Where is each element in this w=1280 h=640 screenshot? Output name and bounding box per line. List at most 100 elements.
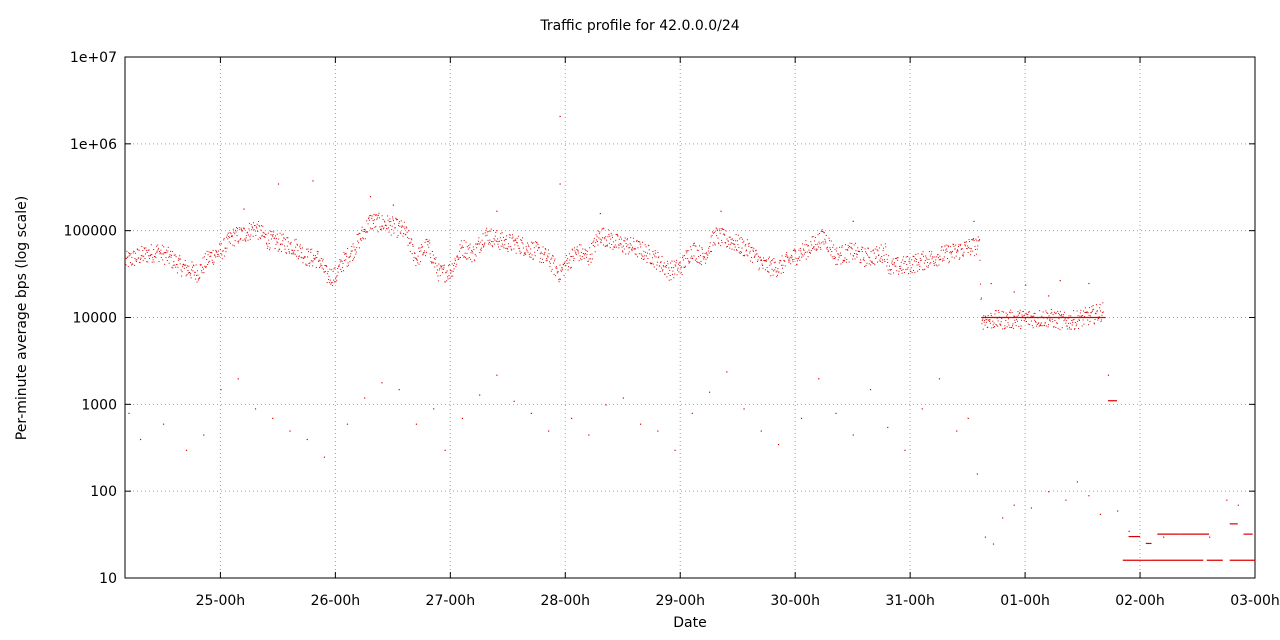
data-point [360, 238, 362, 240]
data-point [875, 256, 877, 258]
data-point [786, 252, 788, 254]
data-point [531, 254, 533, 256]
data-point [205, 267, 207, 269]
data-point [1058, 318, 1060, 320]
data-point [358, 232, 360, 234]
data-point [565, 265, 567, 267]
data-point [1059, 311, 1061, 313]
y-tick-label: 1000 [81, 397, 117, 413]
data-point [275, 238, 277, 240]
data-point [189, 274, 191, 276]
data-point [759, 257, 761, 259]
data-point [206, 250, 208, 252]
data-point [221, 254, 223, 256]
data-point [588, 264, 590, 266]
data-point [585, 256, 587, 258]
data-point [172, 264, 174, 266]
data-point [135, 261, 137, 263]
data-point [1025, 312, 1027, 314]
data-point [604, 238, 606, 240]
data-point [685, 250, 687, 252]
data-point [761, 259, 763, 261]
data-point [469, 243, 471, 245]
data-point [191, 261, 193, 263]
data-point [475, 255, 477, 257]
data-point [478, 243, 480, 245]
data-point [702, 255, 704, 257]
data-point [968, 241, 970, 243]
data-point [840, 254, 842, 256]
data-point [684, 265, 686, 267]
data-point [466, 246, 468, 248]
data-point [232, 244, 234, 246]
data-point [486, 227, 488, 229]
data-point [238, 227, 240, 229]
data-point [586, 250, 588, 252]
data-point [427, 244, 429, 246]
data-point [756, 253, 758, 255]
data-point [837, 253, 839, 255]
data-point [483, 243, 485, 245]
data-point [529, 256, 531, 258]
data-point [726, 238, 728, 240]
data-point [530, 256, 532, 258]
data-point [326, 282, 328, 284]
data-point [246, 235, 248, 237]
data-point [531, 241, 533, 243]
data-point [125, 257, 127, 259]
low-point [496, 374, 498, 376]
data-point [1031, 325, 1033, 327]
data-point [359, 238, 361, 240]
data-point [714, 244, 716, 246]
data-point [660, 261, 662, 263]
data-point [184, 259, 186, 261]
data-point [340, 268, 342, 270]
data-point [372, 219, 374, 221]
data-point [876, 249, 878, 251]
data-point [255, 234, 257, 236]
data-point [773, 262, 775, 264]
data-point [143, 247, 145, 249]
data-point [922, 251, 924, 253]
data-point [329, 279, 331, 281]
data-point [817, 234, 819, 236]
data-point [694, 245, 696, 247]
data-point [696, 261, 698, 263]
data-point [1051, 311, 1053, 313]
data-point [202, 257, 204, 259]
data-point [831, 250, 833, 252]
data-point [547, 256, 549, 258]
data-point [784, 260, 786, 262]
data-point [969, 247, 971, 249]
data-point [1073, 310, 1075, 312]
data-point [300, 248, 302, 250]
data-point [833, 255, 835, 257]
data-point [177, 259, 179, 261]
data-point [492, 246, 494, 248]
data-point [324, 265, 326, 267]
data-point [497, 238, 499, 240]
data-point [531, 242, 533, 244]
data-point [1077, 320, 1079, 322]
data-point [932, 260, 934, 262]
data-point [777, 268, 779, 270]
data-point [341, 260, 343, 262]
data-point [660, 262, 662, 264]
data-point [696, 249, 698, 251]
data-point [429, 253, 431, 255]
data-point [859, 262, 861, 264]
data-point [751, 261, 753, 263]
data-point [392, 216, 394, 218]
data-point [279, 248, 281, 250]
data-point [428, 246, 430, 248]
data-point [595, 242, 597, 244]
data-point [609, 235, 611, 237]
data-point [728, 243, 730, 245]
data-point [1012, 323, 1014, 325]
data-point [470, 252, 472, 254]
data-point [524, 252, 526, 254]
data-point [305, 264, 307, 266]
data-point [663, 266, 665, 268]
data-point [157, 249, 159, 251]
